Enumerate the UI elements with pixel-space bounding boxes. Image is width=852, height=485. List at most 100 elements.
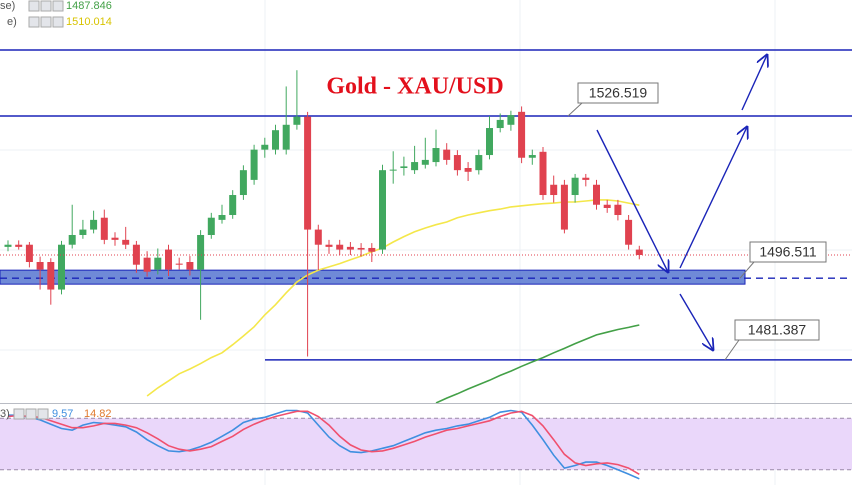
candle-body bbox=[239, 170, 247, 196]
price-panel bbox=[0, 49, 852, 403]
candle-body bbox=[250, 149, 258, 180]
candle-body bbox=[186, 262, 194, 270]
candle-body bbox=[346, 246, 354, 250]
indicator-name: e) bbox=[7, 16, 17, 28]
series-line bbox=[8, 409, 640, 480]
candle-body bbox=[400, 166, 408, 169]
arrow bbox=[596, 129, 668, 272]
candle-body bbox=[25, 244, 33, 263]
candle-body bbox=[15, 244, 23, 247]
candle-body bbox=[507, 115, 515, 125]
candle-body bbox=[79, 229, 87, 235]
candle-body bbox=[325, 244, 333, 247]
candle-body bbox=[614, 204, 622, 216]
indicator-button[interactable] bbox=[13, 408, 25, 420]
arrow bbox=[679, 127, 747, 269]
candle-body bbox=[272, 130, 279, 150]
level-label-box bbox=[734, 319, 820, 341]
candle-body bbox=[464, 168, 472, 172]
chart-title: Gold - XAU/USD bbox=[326, 74, 503, 100]
series-line bbox=[7, 410, 640, 475]
candle-body bbox=[58, 244, 65, 290]
indicator-button[interactable] bbox=[40, 16, 52, 28]
trend-arrows bbox=[596, 55, 767, 350]
support-zone bbox=[0, 269, 746, 285]
candle-body bbox=[528, 155, 536, 158]
indicator-value: 14.82 bbox=[84, 408, 112, 420]
candle-body bbox=[261, 144, 269, 150]
indicator-button[interactable] bbox=[40, 0, 52, 12]
candle-body bbox=[229, 195, 237, 216]
candle-body bbox=[411, 162, 419, 171]
candle-body bbox=[100, 217, 108, 240]
series-line bbox=[146, 199, 640, 397]
indicator-value: 1510.014 bbox=[66, 16, 112, 28]
indicator-button[interactable] bbox=[52, 16, 64, 28]
candle-body bbox=[336, 244, 344, 250]
candle-body bbox=[593, 184, 600, 205]
candle-body bbox=[379, 170, 386, 250]
candle-body bbox=[432, 148, 440, 163]
arrow bbox=[679, 293, 713, 350]
candle-body bbox=[539, 151, 547, 196]
candle-body bbox=[111, 237, 119, 240]
candle-body bbox=[207, 217, 215, 235]
oscillator-band bbox=[0, 418, 852, 470]
indicator-name: se) bbox=[0, 0, 15, 12]
candle-body bbox=[132, 244, 140, 265]
indicator-value: 9.57 bbox=[52, 408, 73, 420]
candle-body bbox=[635, 249, 643, 255]
candle-body bbox=[603, 204, 611, 208]
candle-body bbox=[36, 262, 44, 270]
indicator-header: se) 1487.846 e) 1510.014 3) 9.57 14.82 bbox=[0, 0, 112, 420]
candle-body bbox=[453, 155, 461, 171]
series-line bbox=[435, 324, 640, 403]
level-label-box bbox=[577, 82, 659, 104]
indicator-button[interactable] bbox=[28, 0, 40, 12]
candle-body bbox=[90, 219, 98, 230]
oscillator-panel bbox=[0, 409, 852, 480]
candle-body bbox=[68, 234, 76, 245]
indicator-value: 1487.846 bbox=[66, 0, 112, 12]
candle-body bbox=[560, 184, 568, 230]
label-pointer bbox=[739, 261, 755, 279]
candle-body bbox=[47, 262, 55, 290]
candle-body bbox=[282, 124, 290, 150]
candle-body bbox=[550, 184, 558, 196]
candle-body bbox=[475, 155, 483, 171]
candle-body bbox=[357, 247, 365, 250]
candle-body bbox=[625, 219, 633, 245]
candle-body bbox=[197, 234, 205, 270]
level-label: 1481.387 bbox=[748, 322, 807, 338]
candle-body bbox=[389, 169, 397, 171]
label-pointer bbox=[724, 339, 740, 361]
candle-body bbox=[314, 229, 322, 245]
candle-body bbox=[122, 239, 130, 245]
candle-body bbox=[582, 177, 590, 180]
candle-body bbox=[304, 116, 312, 230]
label-pointer bbox=[567, 102, 583, 117]
candle-body bbox=[293, 116, 301, 125]
candle-body bbox=[175, 263, 183, 265]
candle-body bbox=[571, 177, 579, 196]
candle-body bbox=[218, 215, 226, 220]
level-label: 1496.511 bbox=[759, 244, 817, 260]
candle-body bbox=[4, 244, 12, 247]
candle-body bbox=[143, 257, 151, 272]
indicator-button[interactable] bbox=[37, 408, 49, 420]
candle-body bbox=[518, 111, 526, 158]
candle-body bbox=[443, 149, 451, 160]
candle-body bbox=[154, 257, 162, 270]
candle-body bbox=[486, 128, 493, 156]
indicator-button[interactable] bbox=[25, 408, 37, 420]
candle-body bbox=[368, 247, 376, 252]
candle-body bbox=[165, 249, 172, 270]
arrow bbox=[741, 55, 767, 111]
candle-body bbox=[421, 159, 429, 165]
level-label-box bbox=[749, 241, 827, 263]
indicator-button[interactable] bbox=[52, 0, 64, 12]
candle-body bbox=[496, 119, 504, 129]
indicator-button[interactable] bbox=[28, 16, 40, 28]
